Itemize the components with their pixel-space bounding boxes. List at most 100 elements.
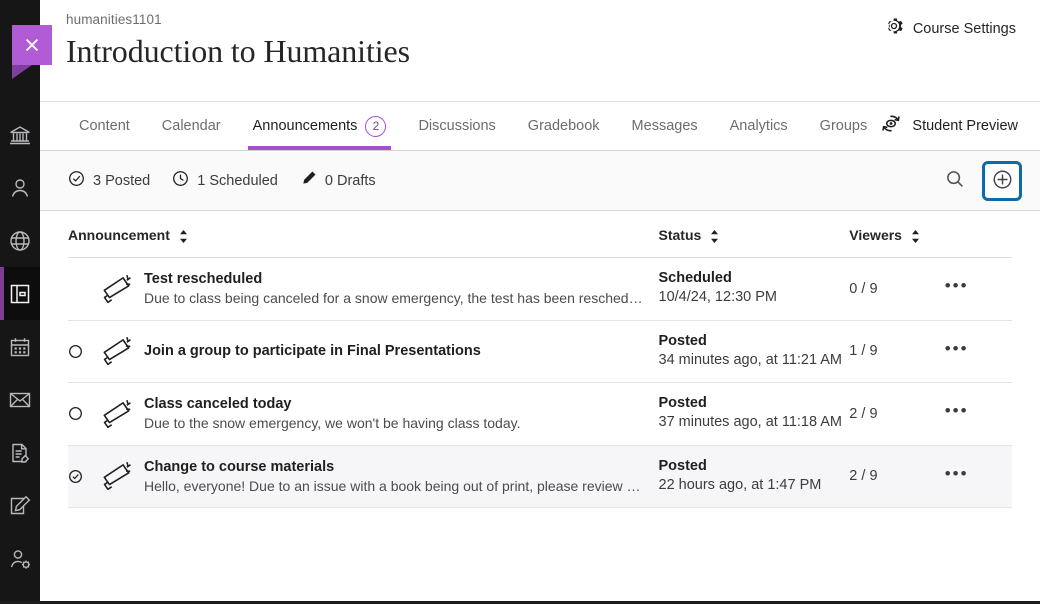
cell-announcement: Change to course materials Hello, everyo… [68,445,659,508]
status-time: 22 hours ago, at 1:47 PM [658,476,822,493]
viewers-count: 2 / 9 [849,468,878,485]
plus-circle-icon [991,168,1014,194]
announcement-title[interactable]: Change to course materials [144,458,335,475]
cell-announcement: Test rescheduled Due to class being canc… [68,258,659,321]
status-badge: Posted [658,457,707,474]
row-state-unread[interactable] [68,406,98,421]
status-badge: Posted [658,395,707,412]
table-body: Test rescheduled Due to class being canc… [68,258,1012,508]
tab-announcements[interactable]: Announcements 2 [237,102,403,150]
rail-item-messages[interactable] [0,373,40,426]
student-preview-label: Student Preview [912,118,1018,134]
column-label: Status [658,227,702,243]
close-icon [23,36,41,54]
summary-posted-label: 3 Posted [93,172,151,189]
column-label: Viewers [849,227,902,243]
sort-icon [179,229,188,243]
megaphone-icon [98,334,144,368]
tab-gradebook[interactable]: Gradebook [512,102,616,150]
viewers-count: 1 / 9 [849,343,878,360]
status-badge: Scheduled [658,270,732,286]
global-nav-rail [0,0,40,601]
row-menu-button[interactable]: ••• [940,336,974,366]
course-header: humanities1101 Introduction to Humanitie… [40,0,1040,102]
tab-label: Analytics [729,118,788,134]
column-label: Announcement [68,227,170,243]
viewers-count: 0 / 9 [849,280,878,297]
announcement-snippet: Hello, everyone! Due to an issue with a … [144,477,641,494]
rail-item-tools[interactable] [0,479,40,532]
course-panel: humanities1101 Introduction to Humanitie… [40,0,1040,601]
viewers-count: 2 / 9 [849,405,878,422]
gear-icon [884,16,904,41]
cell-announcement: Class canceled today Due to the snow eme… [68,383,659,446]
tab-label: Groups [819,118,868,134]
row-state-read[interactable] [68,469,98,484]
check-circle-icon [68,170,85,191]
row-menu-button[interactable]: ••• [940,461,974,491]
table-header-row: Announcement Status Viewer [68,211,1012,258]
column-header-announcement[interactable]: Announcement [68,211,659,258]
row-menu-button[interactable]: ••• [940,399,974,429]
megaphone-icon [98,272,144,306]
envelope-icon [8,388,32,412]
rail-item-profile[interactable] [0,161,40,214]
announcements-table-wrap: Announcement Status Viewer [40,211,1040,601]
person-icon [8,176,32,200]
cell-actions: ••• [940,383,1012,446]
notepad-pencil-icon [8,494,32,518]
summary-drafts-label: 0 Drafts [324,172,376,189]
person-gear-icon [8,547,32,571]
summary-drafts: 0 Drafts [300,170,376,191]
cell-status: Posted 34 minutes ago, at 11:21 AM [659,320,850,383]
tab-label: Gradebook [527,118,600,134]
column-header-viewers[interactable]: Viewers [849,211,940,258]
table-row[interactable]: Change to course materials Hello, everyo… [68,445,1012,508]
table-row[interactable]: Test rescheduled Due to class being canc… [68,258,1012,321]
announcement-title[interactable]: Join a group to participate in Final Pre… [144,343,481,360]
announcement-title[interactable]: Test rescheduled [144,271,263,288]
table-row[interactable]: Class canceled today Due to the snow eme… [68,383,1012,446]
close-tab-tail [12,65,52,79]
rail-item-globe[interactable] [0,214,40,267]
summary-scheduled-label: 1 Scheduled [197,172,278,189]
eye-refresh-icon [879,114,903,138]
rail-item-calendar[interactable] [0,320,40,373]
cell-viewers: 0 / 9 [849,258,939,321]
tab-groups[interactable]: Groups [804,102,884,150]
summary-scheduled: 1 Scheduled [172,170,278,191]
course-settings-button[interactable]: Course Settings [884,16,1016,41]
announcement-title[interactable]: Class canceled today [144,396,292,413]
rail-item-grades[interactable] [0,426,40,479]
cell-viewers: 2 / 9 [849,445,939,508]
rail-item-institution[interactable] [0,108,40,161]
course-id: humanities1101 [66,12,162,27]
cell-status: Scheduled 10/4/24, 12:30 PM [659,258,850,321]
tab-calendar[interactable]: Calendar [146,102,237,150]
rail-item-courses[interactable] [0,267,40,320]
calendar-icon [8,335,32,359]
cell-viewers: 2 / 9 [849,383,939,446]
sort-icon [710,229,719,243]
column-header-status[interactable]: Status [658,211,850,258]
pencil-icon [300,170,317,191]
rail-item-admin[interactable] [0,532,40,585]
row-menu-button[interactable]: ••• [940,274,974,304]
summary-posted: 3 Posted [68,170,150,191]
student-preview-button[interactable]: Student Preview [879,102,1018,150]
search-button[interactable] [938,164,972,198]
search-icon [944,168,966,193]
tab-analytics[interactable]: Analytics [714,102,804,150]
institution-icon [8,123,32,147]
row-state-unread[interactable] [68,344,98,359]
tab-content[interactable]: Content [66,102,146,150]
megaphone-icon [98,459,144,493]
table-row[interactable]: Join a group to participate in Final Pre… [68,320,1012,383]
course-settings-label: Course Settings [912,20,1016,37]
cell-status: Posted 22 hours ago, at 1:47 PM [659,445,850,508]
tab-messages[interactable]: Messages [616,102,714,150]
tab-discussions[interactable]: Discussions [402,102,511,150]
close-course-button[interactable] [12,25,52,65]
add-announcement-button[interactable] [982,160,1022,201]
